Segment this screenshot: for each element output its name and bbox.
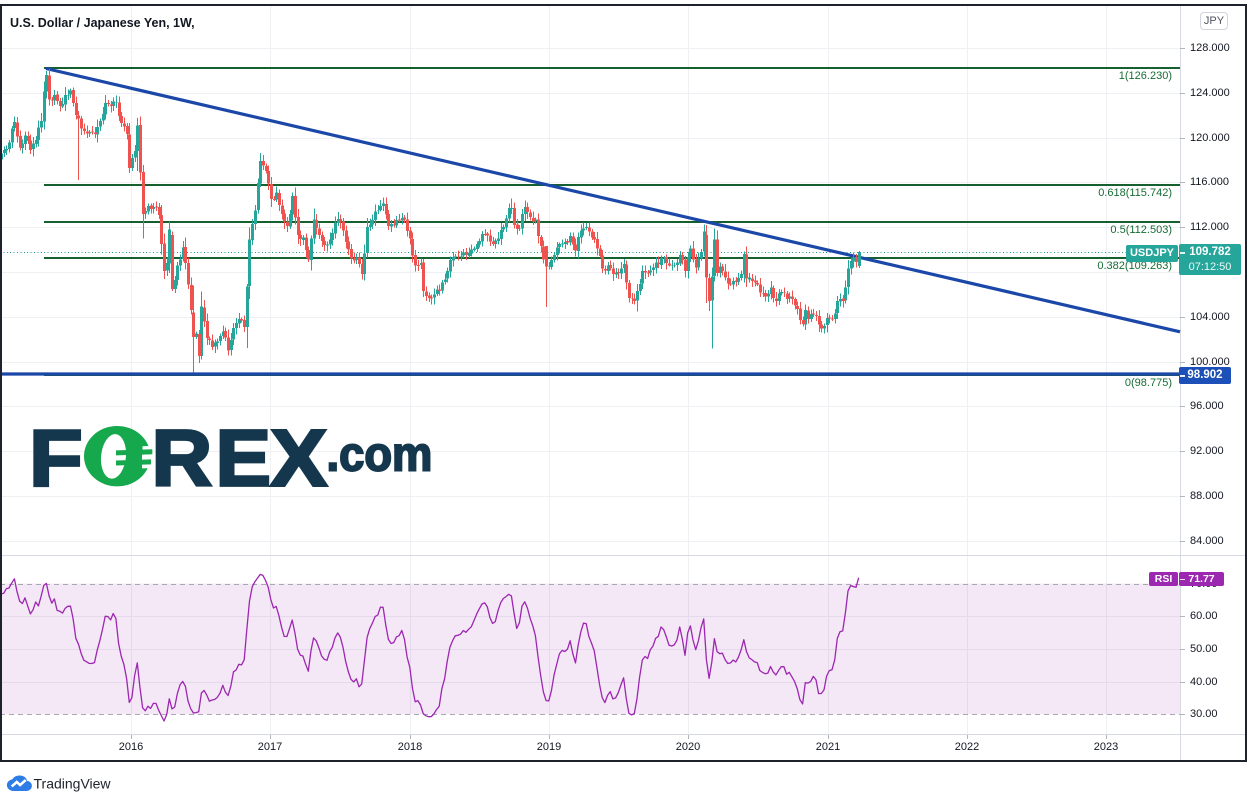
svg-text:F: F <box>29 420 83 490</box>
svg-text:TradingView: TradingView <box>34 776 112 792</box>
svg-text:R: R <box>152 420 213 490</box>
svg-text:X: X <box>271 420 328 490</box>
svg-text:E: E <box>216 420 271 490</box>
svg-text:.com: .com <box>327 427 433 480</box>
